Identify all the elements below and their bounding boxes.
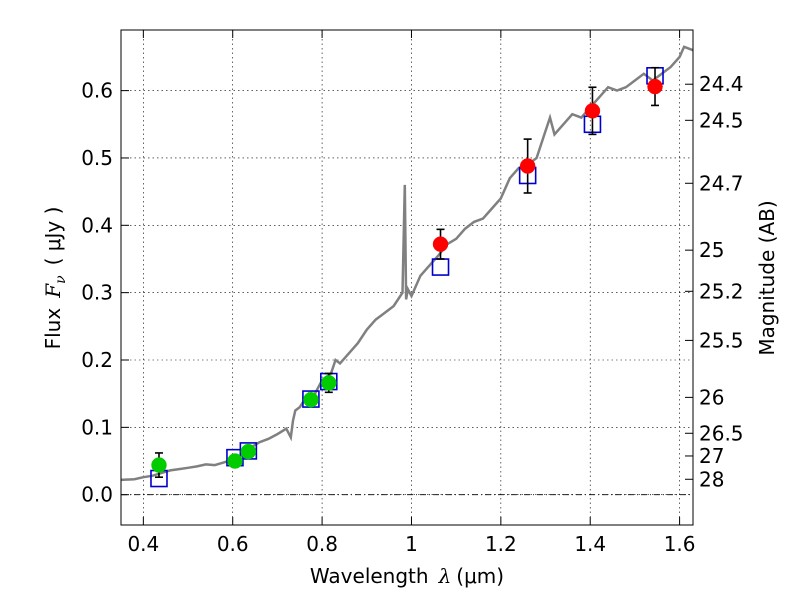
x-tick-label: 1.2 (485, 532, 517, 556)
y-tick-label: 0.2 (81, 348, 113, 372)
magnitude-tick-label: 24.5 (699, 108, 744, 132)
grid (121, 30, 693, 525)
magnitude-axis-label: Magnitude (AB) (755, 200, 779, 355)
y-tick-label: 0.4 (81, 213, 113, 237)
observed-flux-point (519, 158, 536, 174)
y-ticks: 0.0 0.1 0.2 0.3 0.4 0.5 0.6 (81, 79, 129, 507)
observed-flux-point (647, 78, 663, 95)
y-tick-label: 0.3 (81, 281, 113, 305)
y-tick-label: 0.1 (81, 415, 113, 439)
x-tick-label: 1 (405, 532, 418, 556)
plot-frame (120, 29, 694, 526)
y-tick-label: 0.5 (81, 146, 113, 170)
magnitude-tick-label: 28 (699, 467, 724, 491)
magnitude-tick-label: 24.7 (699, 171, 744, 195)
magnitude-tick-label: 24.4 (699, 72, 744, 96)
magnitude-tick-label: 25 (699, 238, 724, 262)
magnitude-tick-label: 26.5 (699, 421, 744, 445)
observed-flux-point (240, 443, 257, 460)
observed-flux-point (432, 236, 449, 252)
observed-flux-point (227, 453, 243, 469)
y-axis-label: FluxFν( μJy ) (41, 207, 69, 350)
x-axis-label: Wavelength λ (μm) (310, 564, 504, 588)
observed-flux-point (303, 391, 319, 408)
x-tick-label: 1.6 (664, 532, 696, 556)
x-tick-label: 1.4 (574, 532, 606, 556)
magnitude-tick-label: 27 (699, 444, 724, 468)
x-tick-label: 0.6 (217, 532, 249, 556)
observed-flux-point (321, 375, 337, 391)
magnitude-tick-label: 25.5 (699, 328, 744, 352)
y-tick-label: 0.6 (81, 79, 113, 103)
observed-flux-point (584, 103, 601, 119)
y-tick-label: 0.0 (81, 483, 113, 507)
x-tick-label: 0.8 (306, 532, 338, 556)
x-tick-label: 0.4 (127, 532, 159, 556)
observed-flux-point (151, 457, 167, 473)
circle-markers (151, 78, 663, 473)
magnitude-tick-label: 25.2 (699, 279, 744, 303)
magnitude-tick-label: 26 (699, 385, 724, 409)
x-ticks: 0.4 0.6 0.8 1 1.2 1.4 1.6 (127, 30, 696, 556)
